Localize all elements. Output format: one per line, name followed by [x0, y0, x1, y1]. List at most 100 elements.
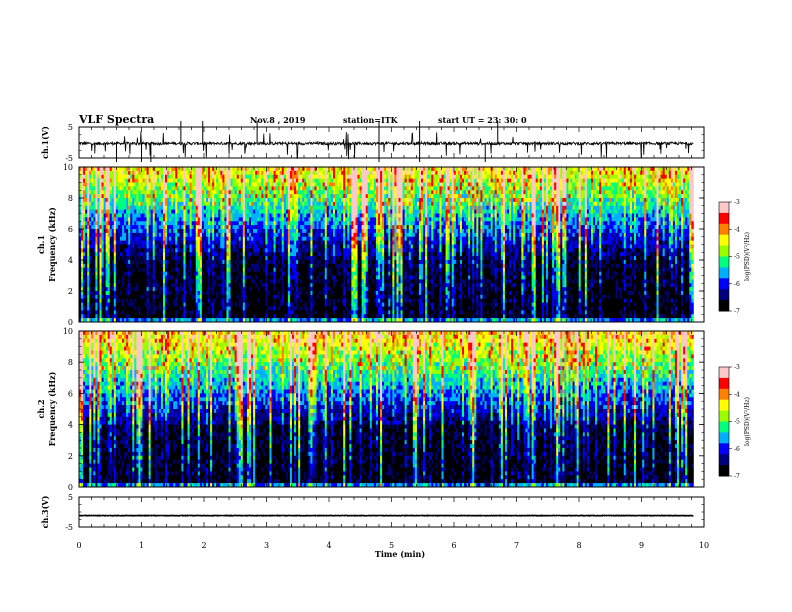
- psd-cell: [646, 198, 649, 203]
- psd-cell: [435, 182, 438, 187]
- psd-cell: [183, 201, 186, 207]
- psd-cell: [107, 198, 111, 203]
- psd-cell: [523, 217, 526, 222]
- psd-cell: [87, 225, 90, 230]
- psd-cell: [265, 174, 268, 180]
- psd-cell: [242, 232, 246, 238]
- psd-cell: [584, 170, 588, 176]
- psd-cell: [154, 190, 158, 195]
- psd-cell: [287, 178, 293, 183]
- psd-cell: [259, 201, 262, 207]
- psd-cell: [289, 232, 293, 238]
- psd-cell: [595, 209, 600, 214]
- psd-cell: [314, 236, 317, 242]
- psd-cell: [132, 198, 135, 203]
- psd-cell: [334, 213, 338, 218]
- psd-cell: [562, 186, 567, 191]
- psd-cell: [601, 170, 606, 176]
- psd-cell: [378, 240, 381, 245]
- psd-cell: [672, 217, 676, 222]
- psd-cell: [386, 236, 389, 242]
- psd-cell: [367, 213, 375, 218]
- psd-cell: [556, 225, 559, 230]
- psd-cell: [390, 190, 393, 195]
- psd-cell: [672, 194, 676, 199]
- psd-cell: [525, 240, 528, 245]
- psd-cell: [685, 186, 688, 191]
- psd-cell: [345, 217, 350, 222]
- psd-cell: [578, 170, 582, 176]
- psd-cell: [400, 221, 403, 226]
- psd-cell: [578, 174, 582, 180]
- psd-cell: [103, 201, 107, 207]
- psd-cell: [404, 205, 408, 211]
- psd-cell: [271, 190, 274, 195]
- psd-cell: [502, 186, 506, 191]
- psd-cell: [570, 198, 573, 203]
- psd-cell: [547, 205, 551, 211]
- psd-cell: [519, 170, 522, 176]
- psd-cell: [255, 198, 258, 203]
- psd-cell: [136, 198, 139, 203]
- psd-cell: [681, 213, 684, 218]
- psd-cell: [605, 229, 610, 234]
- psd-cell: [603, 217, 606, 222]
- psd-cell: [234, 236, 238, 242]
- psd-cell: [408, 205, 412, 211]
- psd-cell: [617, 225, 621, 230]
- psd-cell: [296, 213, 299, 218]
- psd-cell: [289, 213, 293, 218]
- psd-cell: [269, 170, 272, 176]
- psd-cell: [631, 217, 635, 222]
- psd-cell: [261, 198, 264, 203]
- psd-cell: [527, 213, 530, 218]
- psd-cell: [564, 240, 567, 245]
- psd-cell: [273, 217, 276, 222]
- psd-cell: [459, 217, 463, 222]
- psd-cell: [603, 232, 608, 238]
- psd-cell: [285, 174, 289, 180]
- psd-cell: [177, 186, 180, 191]
- psd-cell: [253, 205, 256, 211]
- psd-cell: [138, 240, 141, 245]
- psd-cell: [578, 205, 582, 211]
- psd-cell: [244, 229, 248, 234]
- psd-cell: [660, 174, 668, 180]
- psd-cell: [148, 217, 152, 222]
- psd-cell: [79, 225, 82, 230]
- psd-cell: [156, 213, 164, 218]
- psd-cell: [541, 174, 545, 180]
- psd-cell: [433, 225, 436, 230]
- psd-cell: [521, 198, 524, 203]
- psd-cell: [332, 170, 336, 176]
- psd-cell: [486, 229, 494, 234]
- psd-cell: [683, 232, 690, 238]
- psd-cell: [425, 178, 428, 183]
- psd-cell: [291, 225, 295, 230]
- psd-cell: [283, 232, 289, 238]
- psd-cell: [269, 201, 274, 207]
- psd-cell: [472, 198, 477, 203]
- psd-cell: [265, 194, 268, 199]
- psd-cell: [95, 205, 98, 211]
- psd-cell: [324, 217, 328, 222]
- psd-cell: [324, 182, 328, 187]
- psd-cell: [482, 178, 487, 183]
- psd-cell: [509, 236, 512, 242]
- psd-cell: [603, 190, 606, 195]
- psd-cell: [431, 174, 434, 180]
- psd-cell: [529, 236, 532, 242]
- psd-cell: [556, 167, 561, 172]
- psd-cell: [310, 190, 313, 195]
- psd-cell: [130, 229, 133, 234]
- psd-cell: [152, 240, 156, 245]
- psd-cell: [429, 213, 432, 218]
- psd-cell: [146, 213, 150, 218]
- psd-cell: [416, 178, 420, 183]
- psd-cell: [240, 198, 244, 203]
- psd-cell: [234, 167, 238, 172]
- psd-cell: [400, 225, 403, 230]
- psd-cell: [603, 182, 606, 187]
- psd-cell: [111, 178, 115, 183]
- psd-cell: [318, 194, 322, 199]
